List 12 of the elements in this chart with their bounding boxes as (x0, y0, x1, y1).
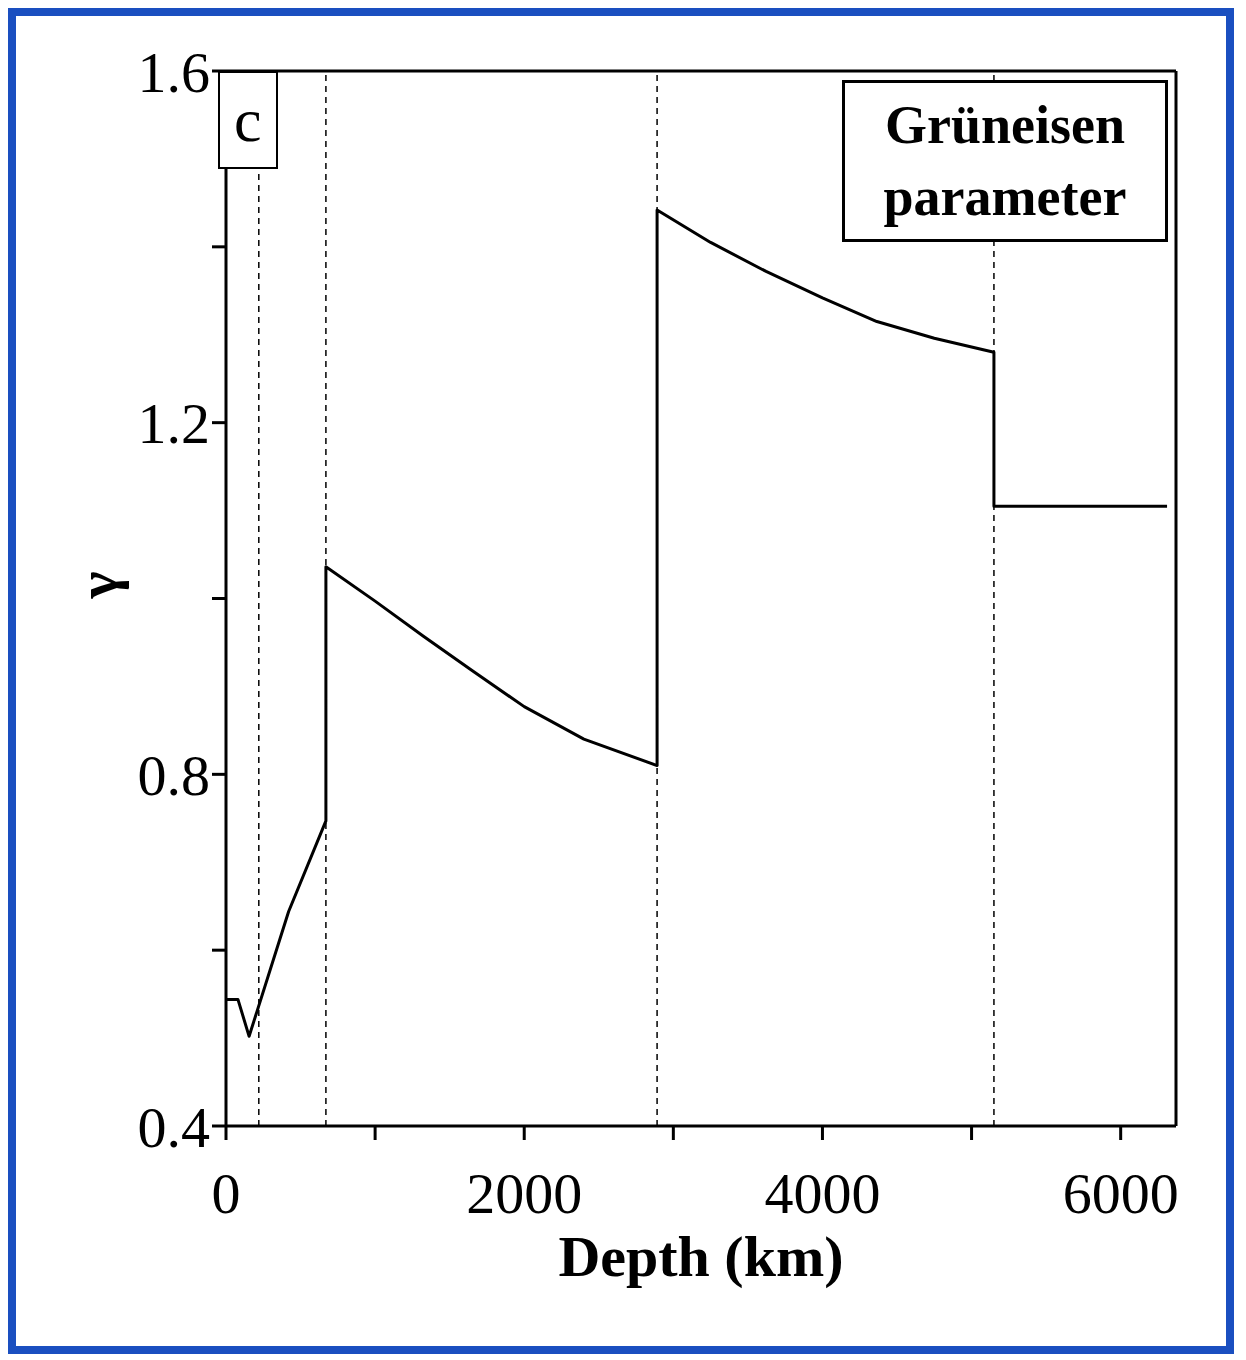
x-tick-label: 0 (211, 1161, 241, 1227)
y-tick-label: 1.2 (137, 391, 210, 457)
x-axis-title: Depth (km) (558, 1224, 844, 1289)
annotation: Grüneisen parameter (842, 80, 1168, 242)
y-tick-label: 1.6 (137, 39, 210, 105)
x-tick-label: 4000 (764, 1161, 881, 1227)
y-tick-label: 0.8 (137, 742, 210, 808)
annotation: c (218, 71, 278, 169)
y-axis-title: γ (64, 571, 130, 600)
y-tick-label: 0.4 (137, 1094, 210, 1160)
x-tick-label: 2000 (466, 1161, 583, 1227)
x-tick-label: 6000 (1062, 1161, 1179, 1227)
